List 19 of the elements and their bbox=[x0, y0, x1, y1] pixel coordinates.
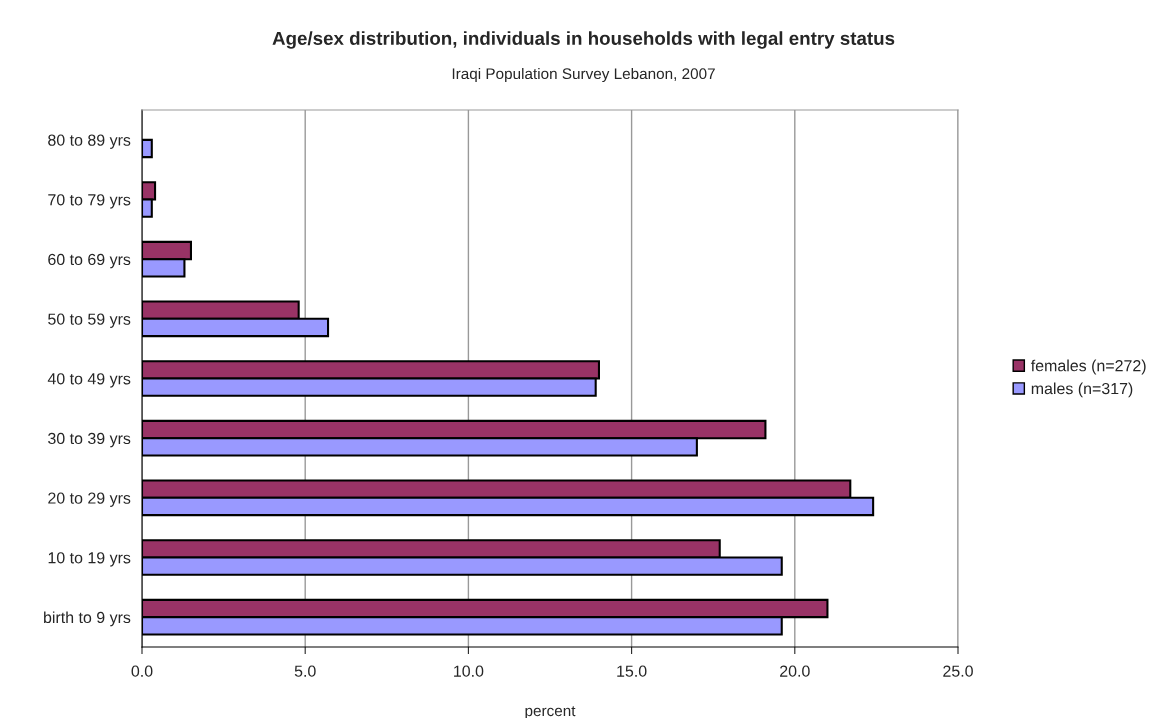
y-tick-label: 70 to 79 yrs bbox=[48, 194, 131, 209]
x-tick-label: 10.0 bbox=[454, 665, 484, 677]
x-tick-label: 0.0 bbox=[131, 665, 153, 677]
y-tick-label: 80 to 89 yrs bbox=[48, 134, 131, 149]
chart-title: Age/sex distribution, individuals in households with legal entry status bbox=[272, 31, 895, 49]
y-tick-label: 20 to 29 yrs bbox=[48, 492, 131, 507]
y-tick-label: 10 to 19 yrs bbox=[48, 552, 131, 567]
x-tick-label: 5.0 bbox=[294, 665, 316, 677]
y-tick-label: 60 to 69 yrs bbox=[48, 253, 131, 269]
y-tick-label: 40 to 49 yrs bbox=[47, 373, 131, 388]
y-tick-label: 30 to 39 yrs bbox=[48, 432, 131, 448]
x-tick-label: 20.0 bbox=[780, 665, 810, 677]
x-tick-label: 25.0 bbox=[943, 665, 973, 677]
x-tick-label: 15.0 bbox=[617, 665, 647, 677]
chart-subtitle: Iraqi Population Survey Lebanon, 2007 bbox=[452, 67, 715, 83]
legend-label: females (n=272) bbox=[1030, 359, 1146, 375]
y-tick-label: 50 to 59 yrs bbox=[48, 313, 131, 328]
y-tick-label: birth to 9 yrs bbox=[44, 611, 131, 627]
legend-label: males (n=317) bbox=[1031, 382, 1133, 398]
